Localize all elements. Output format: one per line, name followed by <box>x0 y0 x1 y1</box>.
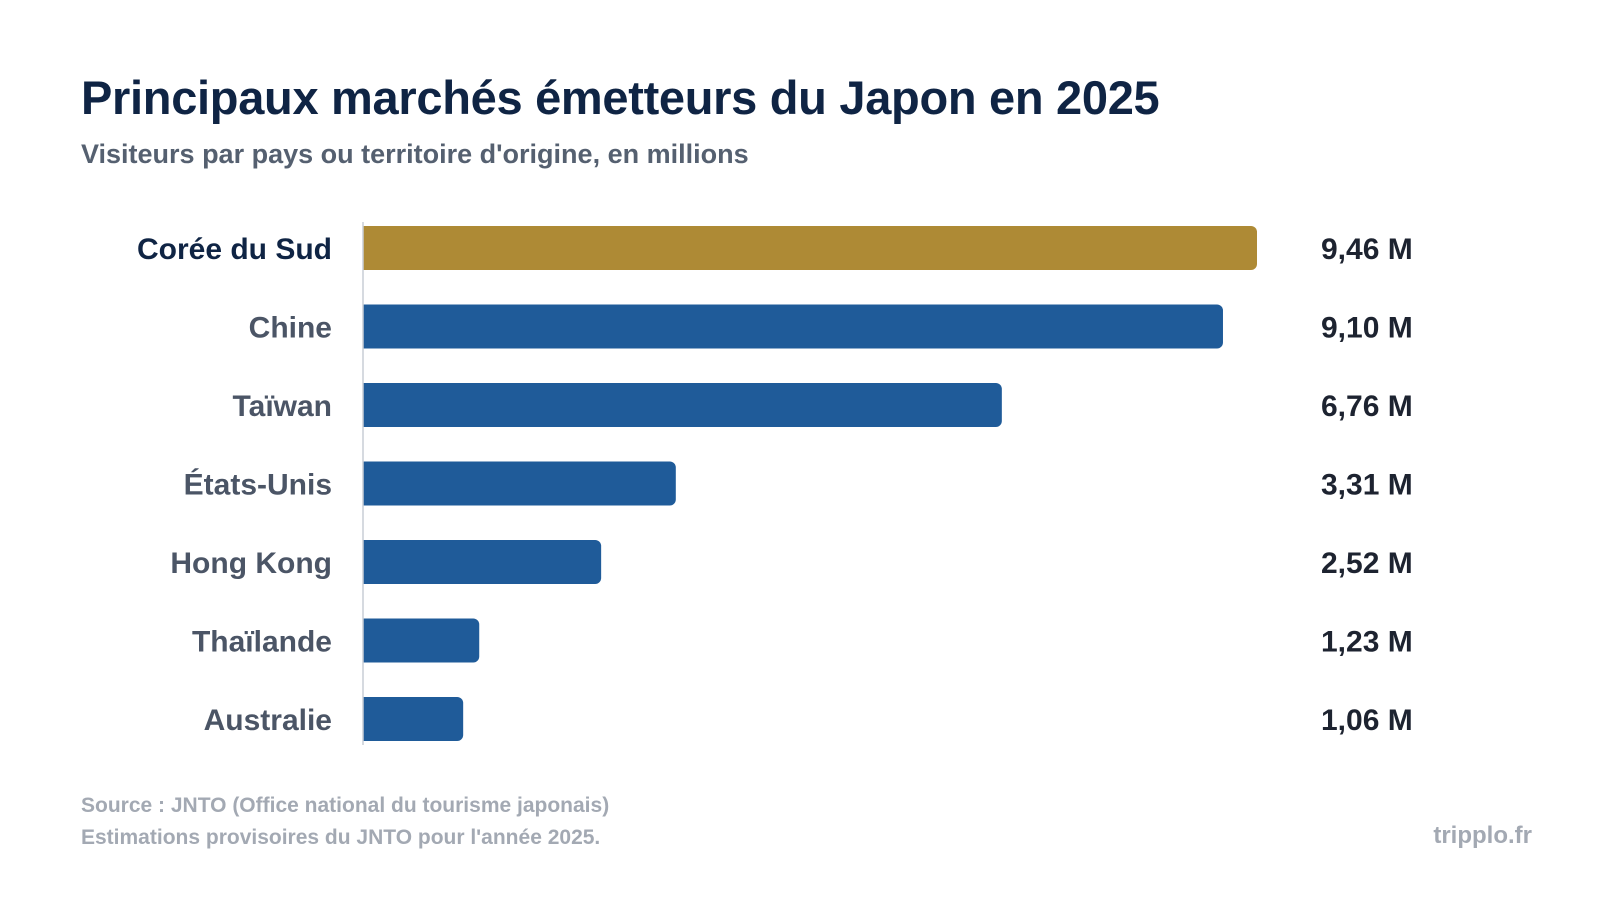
category-label-5: Thaïlande <box>192 626 332 659</box>
chart-subtitle: Visiteurs par pays ou territoire d'origi… <box>81 139 749 169</box>
value-label-3: 3,31 M <box>1321 469 1413 502</box>
chart-footer: Source : JNTO (Office national du touris… <box>81 790 609 854</box>
value-label-2: 6,76 M <box>1321 390 1413 423</box>
bar-base-6 <box>363 697 371 741</box>
estimate-note: Estimations provisoires du JNTO pour l'a… <box>81 826 601 849</box>
value-label-5: 1,23 M <box>1321 626 1413 659</box>
bar-6 <box>363 697 464 741</box>
bar-2 <box>363 383 1002 427</box>
category-label-0: Corée du Sud <box>137 233 332 266</box>
category-label-6: Australie <box>204 704 332 737</box>
chart-title: Principaux marchés émetteurs du Japon en… <box>81 71 1160 124</box>
bar-0 <box>363 226 1257 270</box>
category-label-3: États-Unis <box>184 468 332 502</box>
brand-link[interactable]: tripplo.fr <box>1433 822 1532 849</box>
bar-4 <box>363 540 602 584</box>
bar-3 <box>363 461 676 506</box>
bar-base-5 <box>363 618 371 663</box>
category-label-1: Chine <box>249 312 332 345</box>
bar-base-0 <box>363 226 371 270</box>
bar-5 <box>363 618 480 663</box>
labels-layer: Corée du Sud 9,46 M Chine 9,10 M Taïwan 6,76 … <box>137 233 1413 737</box>
category-label-2: Taïwan <box>233 390 332 423</box>
value-label-6: 1,06 M <box>1321 704 1413 737</box>
bar-base-3 <box>363 461 371 506</box>
value-label-0: 9,46 M <box>1321 233 1413 266</box>
category-label-4: Hong Kong <box>170 547 332 580</box>
bar-base-4 <box>363 540 371 584</box>
bar-1 <box>363 304 1223 349</box>
value-label-1: 9,10 M <box>1321 312 1413 345</box>
value-label-4: 2,52 M <box>1321 547 1413 580</box>
bar-base-1 <box>363 304 371 349</box>
source-note: Source : JNTO (Office national du touris… <box>81 794 610 817</box>
bar-base-2 <box>363 383 371 427</box>
bars-layer <box>362 222 1257 745</box>
